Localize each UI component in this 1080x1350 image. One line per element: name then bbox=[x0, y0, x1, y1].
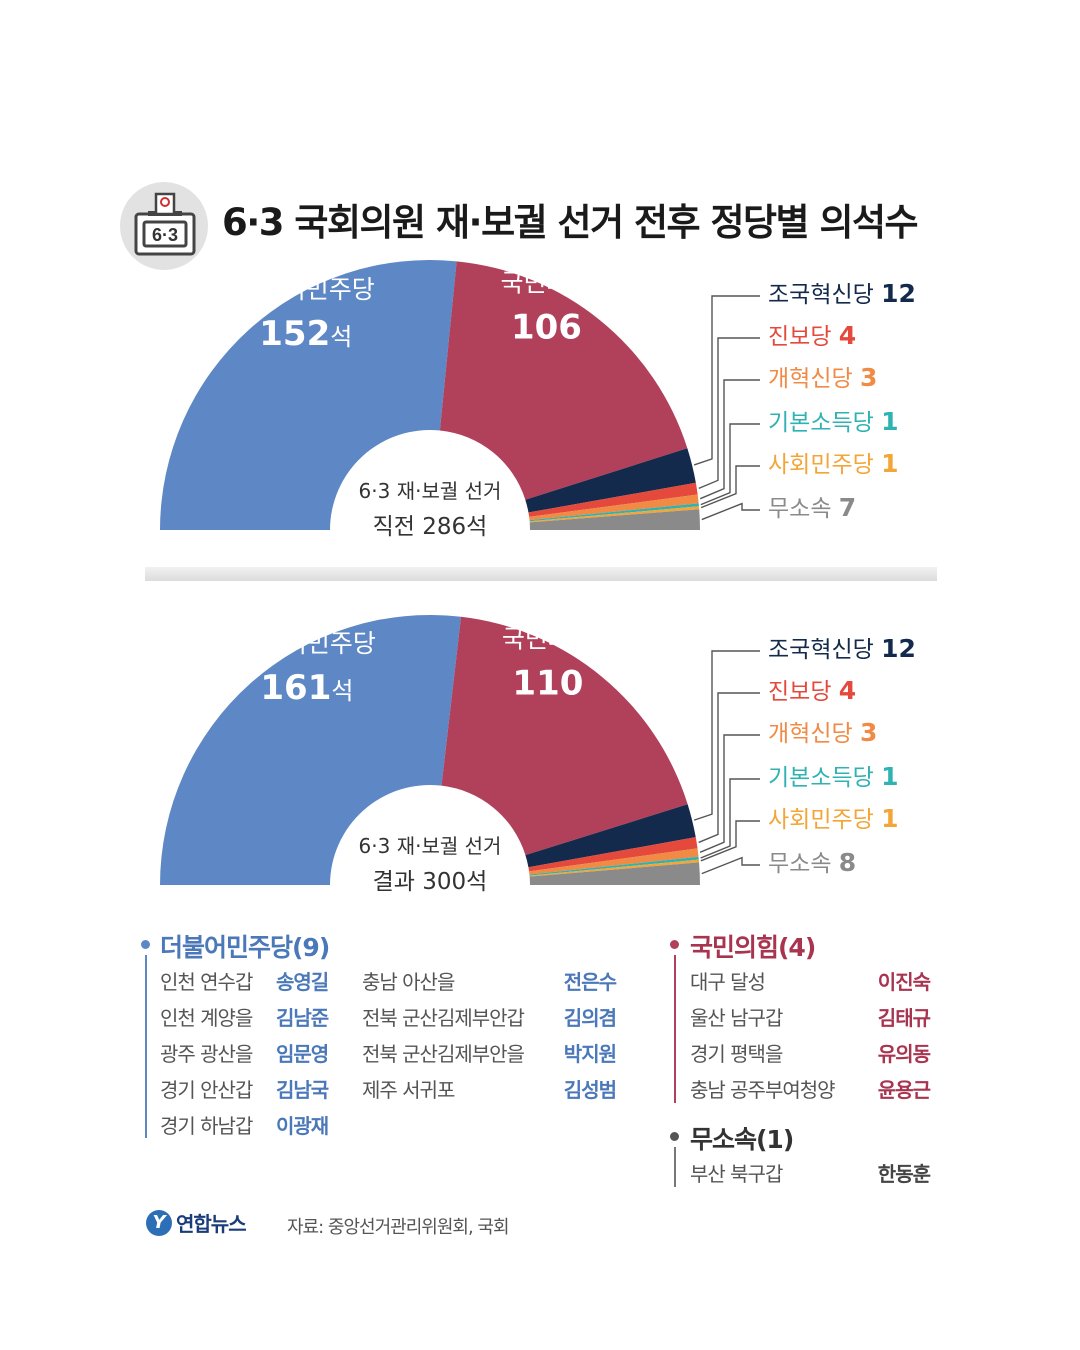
leader-line-basicincome bbox=[700, 778, 760, 859]
seat-slice-dem bbox=[160, 615, 462, 885]
winner-district: 경기 하남갑 bbox=[160, 1114, 253, 1138]
bullet-dot-ppp bbox=[670, 940, 679, 949]
winner-district: 광주 광산을 bbox=[160, 1042, 253, 1066]
slice-name-ppp: 국민의힘 bbox=[500, 268, 592, 297]
seat-slice-dem bbox=[160, 260, 457, 530]
slice-value-dem: 152석 bbox=[259, 314, 352, 354]
bracket-line-ppp bbox=[674, 955, 676, 1103]
winner-district: 전북 군산김제부안갑 bbox=[362, 1006, 525, 1030]
seat-slice-reform bbox=[529, 848, 699, 875]
seat-slice-independent bbox=[529, 509, 700, 530]
seat-slice-basicincome bbox=[529, 503, 699, 522]
winner-name: 김남국 bbox=[276, 1078, 329, 1102]
ballot-box-icon: 6·3 bbox=[118, 180, 210, 272]
legend-rebuild: 조국혁신당 12 bbox=[768, 279, 916, 308]
winner-district: 충남 공주부여청양 bbox=[690, 1078, 836, 1102]
source-note: 자료: 중앙선거관리위원회, 국회 bbox=[287, 1217, 510, 1238]
winner-district: 부산 북구갑 bbox=[690, 1162, 783, 1186]
winner-name: 한동훈 bbox=[877, 1162, 931, 1186]
winner-name: 이진숙 bbox=[877, 970, 931, 994]
leader-line-rebuild bbox=[693, 650, 760, 821]
winners-dem-title: 더불어민주당(9) bbox=[160, 933, 330, 962]
winner-district: 경기 안산갑 bbox=[160, 1078, 253, 1102]
leader-line-reform bbox=[699, 734, 760, 853]
winner-name: 김태규 bbox=[877, 1006, 931, 1030]
leader-line-progressive bbox=[698, 337, 760, 489]
yonhap-logo-icon: Y bbox=[146, 1209, 172, 1236]
winner-district: 인천 연수갑 bbox=[160, 970, 253, 994]
winner-name: 전은수 bbox=[563, 970, 617, 994]
leader-line-reform bbox=[699, 379, 760, 500]
winner-name: 윤용근 bbox=[877, 1078, 931, 1102]
winners-ppp-title: 국민의힘(4) bbox=[690, 933, 816, 962]
legend-progressive: 진보당 4 bbox=[768, 321, 856, 350]
legend-independent: 무소속 7 bbox=[768, 493, 856, 522]
seat-slice-rebuild bbox=[525, 448, 696, 513]
slice-value-ppp: 110 bbox=[512, 663, 583, 703]
seat-slice-socialdem bbox=[529, 506, 700, 523]
seat-slice-progressive bbox=[528, 482, 698, 517]
winners-ind-title: 무소속(1) bbox=[690, 1125, 794, 1154]
winner-name: 임문영 bbox=[276, 1042, 329, 1066]
slice-name-dem: 더불어민주당 bbox=[238, 629, 376, 658]
winner-district: 울산 남구갑 bbox=[690, 1006, 783, 1030]
center-label-line: 결과 300석 bbox=[373, 869, 488, 895]
legend-independent: 무소속 8 bbox=[768, 848, 856, 877]
winner-name: 김의겸 bbox=[563, 1006, 617, 1030]
leader-line-socialdem bbox=[700, 465, 760, 509]
legend-reform: 개혁신당 3 bbox=[768, 718, 877, 747]
slice-name-dem: 더불어민주당 bbox=[237, 275, 375, 304]
leader-line-rebuild bbox=[693, 295, 760, 466]
seat-slice-reform bbox=[529, 494, 699, 521]
center-label-line: 6·3 재·보궐 선거 bbox=[359, 479, 502, 503]
winner-district: 대구 달성 bbox=[690, 970, 766, 994]
winner-name: 유의동 bbox=[877, 1042, 931, 1066]
leader-line-independent bbox=[701, 856, 760, 875]
bullet-dot-ind bbox=[670, 1132, 679, 1141]
legend-basicincome: 기본소득당 1 bbox=[768, 407, 899, 436]
yonhap-logo: Y 연합뉴스 bbox=[146, 1208, 247, 1237]
leader-line-basicincome bbox=[700, 423, 760, 506]
bracket-line-dem bbox=[145, 955, 147, 1138]
legend-reform: 개혁신당 3 bbox=[768, 363, 877, 392]
winner-district: 인천 계양을 bbox=[160, 1006, 253, 1030]
slice-value-dem: 161석 bbox=[260, 668, 353, 708]
slice-name-ppp: 국민의힘 bbox=[502, 624, 594, 653]
slice-value-ppp: 106 bbox=[511, 307, 582, 347]
bracket-line-ind bbox=[674, 1147, 676, 1187]
seat-slice-rebuild bbox=[525, 804, 696, 868]
leader-line-progressive bbox=[698, 692, 760, 844]
winner-district: 전북 군산김제부안을 bbox=[362, 1042, 525, 1066]
center-label-line: 6·3 재·보궐 선거 bbox=[359, 834, 502, 858]
legend-socialdem: 사회민주당 1 bbox=[768, 804, 899, 833]
winner-district: 충남 아산을 bbox=[362, 970, 455, 994]
seat-slice-progressive bbox=[528, 837, 698, 872]
leader-line-independent bbox=[701, 502, 760, 521]
winner-district: 제주 서귀포 bbox=[362, 1078, 455, 1102]
seat-slice-independent bbox=[529, 862, 700, 885]
yonhap-logo-text: 연합뉴스 bbox=[176, 1212, 247, 1236]
winner-district: 경기 평택을 bbox=[690, 1042, 783, 1066]
legend-progressive: 진보당 4 bbox=[768, 676, 856, 705]
seat-slice-basicincome bbox=[529, 856, 699, 876]
center-label-line: 직전 286석 bbox=[373, 514, 488, 540]
seat-slice-ppp bbox=[441, 616, 688, 856]
legend-rebuild: 조국혁신당 12 bbox=[768, 634, 916, 663]
winner-name: 김남준 bbox=[276, 1006, 329, 1030]
bullet-dot-dem bbox=[141, 940, 150, 949]
page-title: 6·3 국회의원 재·보궐 선거 전후 정당별 의석수 bbox=[222, 201, 919, 244]
winner-name: 김성범 bbox=[563, 1078, 617, 1102]
winner-name: 박지원 bbox=[563, 1042, 617, 1066]
seat-slice-socialdem bbox=[529, 859, 700, 877]
winner-name: 이광재 bbox=[276, 1114, 329, 1138]
legend-basicincome: 기본소득당 1 bbox=[768, 762, 899, 791]
divider bbox=[145, 567, 937, 581]
svg-text:6·3: 6·3 bbox=[152, 225, 178, 245]
seat-slice-ppp bbox=[439, 261, 688, 500]
leader-line-socialdem bbox=[700, 820, 760, 862]
winner-name: 송영길 bbox=[276, 970, 329, 994]
legend-socialdem: 사회민주당 1 bbox=[768, 449, 899, 478]
